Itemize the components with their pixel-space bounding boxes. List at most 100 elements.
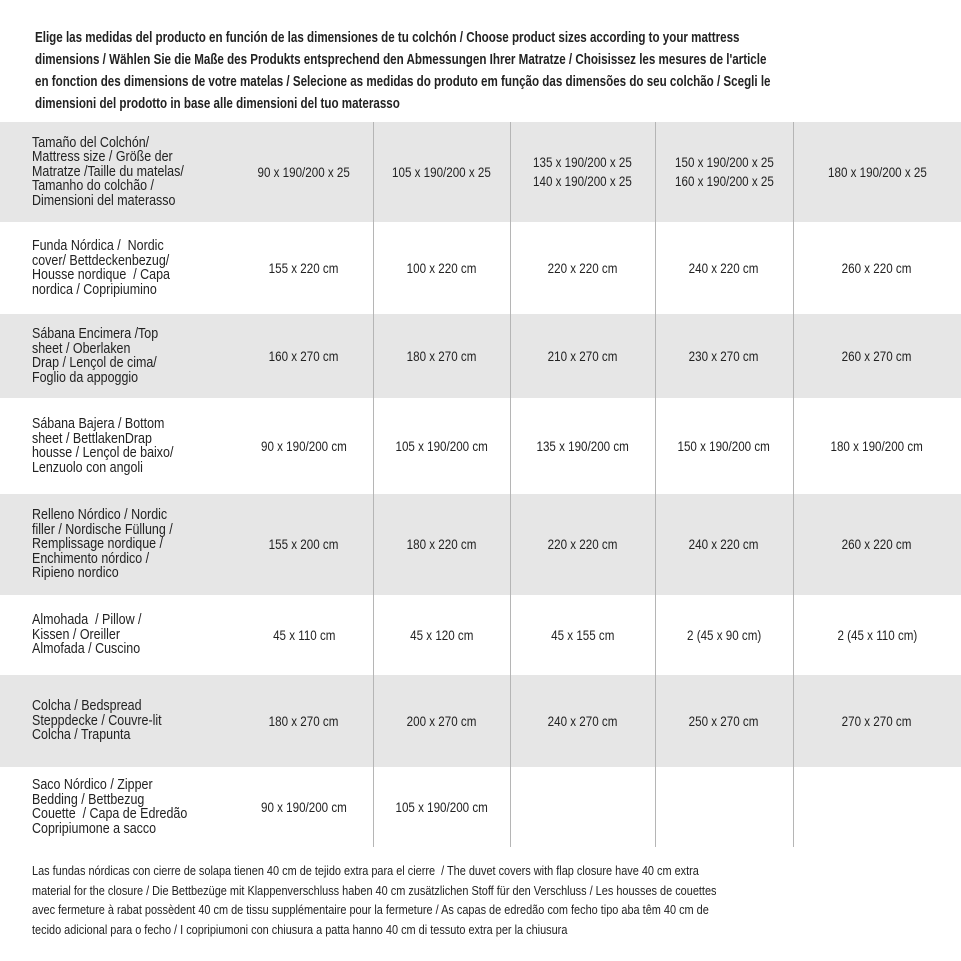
size-cell: 260 x 220 cm: [793, 222, 961, 314]
size-cell: 250 x 270 cm: [655, 675, 793, 767]
cell-text: 2 (45 x 90 cm): [686, 627, 762, 643]
size-cell: 45 x 120 cm: [373, 595, 510, 675]
cell-text: 45 x 120 cm: [409, 627, 474, 643]
size-cell: 230 x 270 cm: [655, 314, 793, 398]
column-divider: [510, 122, 511, 847]
cell-text: 260 x 270 cm: [842, 348, 912, 364]
row-label: Colcha / Bedspread Steppdecke / Couvre-l…: [0, 675, 235, 767]
header-row: Tamaño del Colchón/ Mattress size / Größ…: [0, 122, 961, 222]
header-cell: 90 x 190/200 x 25: [235, 122, 373, 222]
size-cell: 90 x 190/200 cm: [235, 767, 373, 847]
size-cell: 155 x 200 cm: [235, 494, 373, 595]
size-cell: 180 x 270 cm: [235, 675, 373, 767]
row-label: Saco Nórdico / Zipper Bedding / Bettbezu…: [0, 767, 235, 847]
cell-text: 100 x 220 cm: [406, 260, 477, 276]
cell-text: 2 (45 x 110 cm): [837, 627, 917, 643]
cell-text: 90 x 190/200 cm: [261, 799, 347, 815]
size-cell: 180 x 270 cm: [373, 314, 510, 398]
row-label: Sábana Bajera / Bottom sheet / Bettlaken…: [0, 398, 235, 494]
cell-text: 105 x 190/200 x 25: [392, 164, 491, 180]
column-divider: [373, 122, 374, 847]
cell-text: 220 x 220 cm: [547, 537, 618, 552]
cell-text: 150 x 190/200 cm: [677, 438, 771, 454]
size-cell: 2 (45 x 90 cm): [655, 595, 793, 675]
size-cell: 260 x 270 cm: [793, 314, 961, 398]
intro-text: Elige las medidas del producto en funció…: [35, 30, 771, 112]
size-cell: 200 x 270 cm: [373, 675, 510, 767]
cell-text: 230 x 270 cm: [689, 348, 759, 364]
row-label: Relleno Nórdico / Nordic filler / Nordis…: [0, 494, 235, 595]
table-row: Almohada / Pillow / Kissen / Oreiller Al…: [0, 595, 961, 675]
row-label: Almohada / Pillow / Kissen / Oreiller Al…: [0, 595, 235, 675]
label-text: Sábana Encimera /Top sheet / Oberlaken D…: [32, 326, 159, 386]
size-cell: 160 x 270 cm: [235, 314, 373, 398]
cell-text: 90 x 190/200 cm: [261, 438, 347, 454]
size-cell: 90 x 190/200 cm: [235, 398, 373, 494]
cell-text: 45 x 155 cm: [550, 627, 615, 643]
size-cell: 180 x 220 cm: [373, 494, 510, 595]
size-cell: 100 x 220 cm: [373, 222, 510, 314]
cell-text: 260 x 220 cm: [842, 260, 912, 276]
size-cell: 155 x 220 cm: [235, 222, 373, 314]
cell-text: 135 x 190/200 x 25 140 x 190/200 x 25: [533, 155, 632, 189]
size-cell: 135 x 190/200 cm: [510, 398, 655, 494]
header-cell: 105 x 190/200 x 25: [373, 122, 510, 222]
header-cell: 150 x 190/200 x 25 160 x 190/200 x 25: [655, 122, 793, 222]
cell-text: 240 x 270 cm: [547, 713, 618, 729]
label-text: Tamaño del Colchón/ Mattress size / Größ…: [32, 134, 184, 209]
table-row: Sábana Bajera / Bottom sheet / Bettlaken…: [0, 398, 961, 494]
size-cell: 180 x 190/200 cm: [793, 398, 961, 494]
size-cell: 270 x 270 cm: [793, 675, 961, 767]
cell-text: 270 x 270 cm: [842, 713, 912, 729]
cell-text: 240 x 220 cm: [689, 260, 759, 276]
table-row: Saco Nórdico / Zipper Bedding / Bettbezu…: [0, 767, 961, 847]
cell-text: 240 x 220 cm: [689, 537, 759, 552]
label-text: Relleno Nórdico / Nordic filler / Nordis…: [32, 507, 173, 582]
column-divider: [793, 122, 794, 847]
size-cell: 240 x 220 cm: [655, 222, 793, 314]
header-cell: 180 x 190/200 x 25: [793, 122, 961, 222]
cell-text: 220 x 220 cm: [547, 260, 618, 276]
column-divider: [655, 122, 656, 847]
cell-text: 105 x 190/200 cm: [395, 438, 488, 454]
cell-text: 155 x 220 cm: [269, 260, 339, 276]
table-row: Colcha / Bedspread Steppdecke / Couvre-l…: [0, 675, 961, 767]
row-label: Tamaño del Colchón/ Mattress size / Größ…: [0, 122, 235, 222]
cell-text: 180 x 190/200 x 25: [827, 164, 927, 180]
cell-text: 180 x 270 cm: [406, 348, 477, 364]
cell-text: 250 x 270 cm: [689, 713, 759, 729]
table-row: Sábana Encimera /Top sheet / Oberlaken D…: [0, 314, 961, 398]
size-cell: 45 x 155 cm: [510, 595, 655, 675]
size-cell: 150 x 190/200 cm: [655, 398, 793, 494]
size-cell: 260 x 220 cm: [793, 494, 961, 595]
cell-text: 155 x 200 cm: [269, 537, 339, 552]
size-cell: 210 x 270 cm: [510, 314, 655, 398]
size-cell: 105 x 190/200 cm: [373, 398, 510, 494]
cell-text: 200 x 270 cm: [406, 713, 477, 729]
cell-text: 180 x 220 cm: [406, 537, 477, 552]
label-text: Sábana Bajera / Bottom sheet / Bettlaken…: [32, 416, 174, 476]
label-text: Colcha / Bedspread Steppdecke / Couvre-l…: [32, 698, 162, 744]
cell-text: 210 x 270 cm: [547, 348, 618, 364]
cell-text: 105 x 190/200 cm: [395, 799, 488, 815]
size-cell: 240 x 270 cm: [510, 675, 655, 767]
footer-note: Las fundas nórdicas con cierre de solapa…: [32, 863, 717, 937]
cell-text: 180 x 270 cm: [269, 713, 339, 729]
cell-text: 45 x 110 cm: [272, 627, 336, 643]
size-cell: 45 x 110 cm: [235, 595, 373, 675]
cell-text: 160 x 270 cm: [269, 348, 339, 364]
label-text: Almohada / Pillow / Kissen / Oreiller Al…: [32, 612, 142, 658]
cell-text: 180 x 190/200 cm: [830, 438, 924, 454]
cell-text: 135 x 190/200 cm: [536, 438, 629, 454]
size-cell: 105 x 190/200 cm: [373, 767, 510, 847]
size-cell: 240 x 220 cm: [655, 494, 793, 595]
size-cell: 220 x 220 cm: [510, 494, 655, 595]
row-label: Sábana Encimera /Top sheet / Oberlaken D…: [0, 314, 235, 398]
size-cell: 2 (45 x 110 cm): [793, 595, 961, 675]
header-cell: 135 x 190/200 x 25 140 x 190/200 x 25: [510, 122, 655, 222]
cell-text: 90 x 190/200 x 25: [257, 164, 351, 180]
cell-text: 150 x 190/200 x 25 160 x 190/200 x 25: [674, 155, 774, 189]
row-label: Funda Nórdica / Nordic cover/ Bettdecken…: [0, 222, 235, 314]
label-text: Funda Nórdica / Nordic cover/ Bettdecken…: [32, 238, 170, 298]
